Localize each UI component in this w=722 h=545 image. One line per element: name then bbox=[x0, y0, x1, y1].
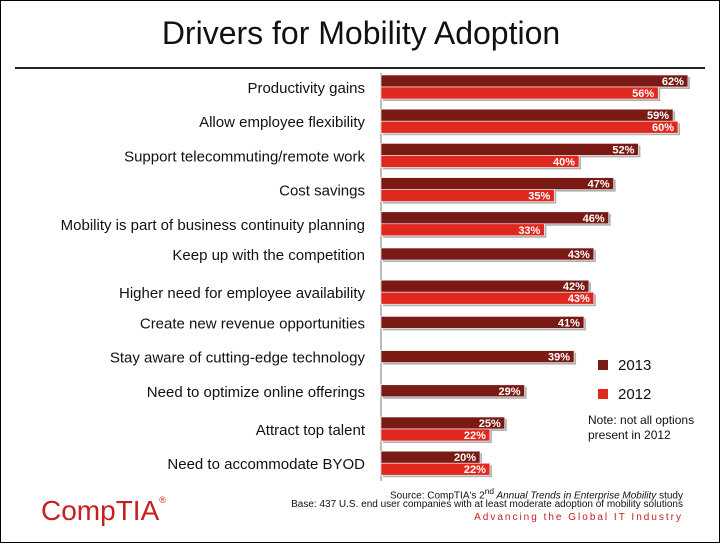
data-label-2013: 20% bbox=[454, 452, 476, 464]
category-label: Mobility is part of business continuity … bbox=[61, 217, 365, 234]
bar-2013 bbox=[380, 143, 639, 156]
data-label-2013: 41% bbox=[558, 317, 580, 329]
data-label-2013: 25% bbox=[479, 418, 501, 430]
data-label-2012: 60% bbox=[652, 122, 674, 134]
logo-text: CompTIA bbox=[41, 495, 160, 526]
bar-2013 bbox=[380, 279, 590, 293]
bar-chart: Productivity gains 62% 56% Allow employee f… bbox=[61, 73, 690, 481]
source-citation: Source: CompTIA's 2nd Annual Trends in E… bbox=[390, 486, 683, 501]
category-label: Higher need for employee availability bbox=[119, 285, 365, 302]
bar-2013 bbox=[380, 384, 525, 398]
category-label: Need to accommodate BYOD bbox=[167, 456, 365, 473]
bar-2012 bbox=[380, 120, 679, 134]
bar-2013 bbox=[380, 177, 614, 190]
data-label-2013: 43% bbox=[568, 249, 590, 261]
legend-swatch-2012 bbox=[598, 389, 608, 399]
category-label: Cost savings bbox=[279, 183, 365, 200]
source-sup: nd bbox=[484, 486, 495, 496]
data-label-2013: 62% bbox=[662, 76, 684, 88]
title-divider bbox=[15, 67, 705, 69]
bar-2013 bbox=[380, 316, 585, 329]
bar-2012 bbox=[380, 189, 555, 202]
bar-2012 bbox=[380, 462, 491, 476]
tagline: Advancing the Global IT Industry bbox=[474, 512, 683, 523]
bar-2013 bbox=[380, 108, 674, 122]
category-label: Productivity gains bbox=[247, 80, 365, 97]
category-label: Attract top talent bbox=[256, 422, 366, 439]
legend-swatch-2013 bbox=[598, 360, 608, 370]
bar-2012 bbox=[380, 428, 491, 442]
legend-item-2013: 2013 bbox=[598, 357, 652, 374]
data-label-2012: 56% bbox=[632, 88, 654, 100]
bar-2012 bbox=[380, 86, 659, 100]
data-label-2013: 46% bbox=[583, 213, 605, 225]
source-suffix: study bbox=[656, 490, 683, 502]
source-study-name: Annual Trends in Enterprise Mobility bbox=[494, 490, 657, 502]
bar-2013 bbox=[380, 211, 609, 225]
data-label-2013: 59% bbox=[647, 110, 669, 122]
data-label-2012: 22% bbox=[464, 430, 486, 442]
bar-2012 bbox=[380, 291, 595, 305]
data-label-2013: 47% bbox=[588, 179, 610, 191]
data-label-2012: 33% bbox=[518, 225, 540, 237]
category-label: Keep up with the competition bbox=[172, 247, 365, 264]
data-label-2012: 22% bbox=[464, 464, 486, 476]
category-label: Create new revenue opportunities bbox=[140, 315, 365, 332]
data-label-2012: 40% bbox=[553, 156, 575, 168]
data-label-2013: 39% bbox=[548, 352, 570, 364]
legend-label-2012: 2012 bbox=[618, 386, 652, 403]
source-prefix: Source: CompTIA's 2 bbox=[390, 490, 485, 502]
chart-note: Note: not all options present in 2012 bbox=[588, 413, 695, 442]
comptia-logo: CompTIA® bbox=[41, 495, 166, 527]
bar-2012 bbox=[380, 223, 545, 237]
legend-item-2012: 2012 bbox=[598, 386, 652, 403]
category-label: Allow employee flexibility bbox=[199, 114, 365, 131]
chart-title: Drivers for Mobility Adoption bbox=[161, 15, 561, 51]
data-label-2012: 35% bbox=[528, 191, 550, 203]
category-label: Need to optimize online offerings bbox=[147, 384, 365, 401]
data-label-2012: 43% bbox=[568, 293, 590, 305]
bar-2013 bbox=[380, 247, 595, 261]
bar-2012 bbox=[380, 155, 580, 168]
data-label-2013: 29% bbox=[499, 386, 521, 398]
data-label-2013: 52% bbox=[612, 144, 634, 156]
bar-2013 bbox=[380, 74, 689, 88]
category-label: Support telecommuting/remote work bbox=[124, 148, 365, 165]
bar-2013 bbox=[380, 350, 575, 363]
logo-trademark: ® bbox=[159, 495, 166, 505]
base-note: Base: 437 U.S. end user companies with a… bbox=[291, 499, 683, 510]
data-label-2013: 42% bbox=[563, 281, 585, 293]
legend-label-2013: 2013 bbox=[618, 357, 652, 374]
category-label: Stay aware of cutting-edge technology bbox=[110, 350, 366, 367]
